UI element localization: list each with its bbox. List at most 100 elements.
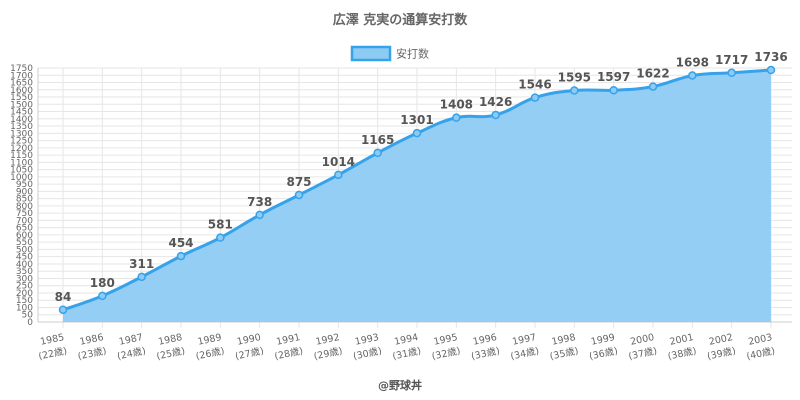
x-tick-year: 2001 — [669, 332, 695, 348]
x-tick: 1989(26歳) — [195, 332, 226, 363]
data-point[interactable] — [491, 110, 500, 120]
data-point[interactable] — [766, 65, 776, 75]
x-tick-age: (36歳) — [588, 345, 619, 363]
x-tick-year: 1995 — [433, 332, 459, 348]
series-hits — [58, 65, 776, 322]
x-tick-age: (31歳) — [391, 345, 422, 363]
data-point[interactable] — [137, 272, 146, 282]
data-point[interactable] — [530, 93, 540, 102]
y-tick-label: 1600 — [10, 86, 33, 96]
data-point[interactable] — [570, 86, 579, 95]
y-tick-label: 350 — [16, 267, 33, 277]
data-point[interactable] — [609, 85, 618, 95]
y-tick-label: 150 — [16, 296, 33, 306]
chart-title: 広澤 克実の通算安打数 — [333, 12, 469, 28]
data-point[interactable] — [648, 82, 658, 91]
x-tick: 1998(35歳) — [549, 332, 580, 363]
y-tick-label: 550 — [16, 238, 33, 248]
x-tick-age: (40歳) — [745, 345, 776, 363]
x-tick: 2001(38歳) — [667, 332, 698, 363]
data-label: 1622 — [636, 67, 669, 81]
x-tick-age: (28歳) — [273, 345, 304, 363]
data-point[interactable] — [58, 305, 68, 315]
data-labels: 84 180 311 454 581 738 875 1014 1165 1301 1408 1426… — [55, 50, 788, 304]
y-tick-label: 950 — [16, 180, 33, 190]
y-tick-label: 450 — [16, 253, 33, 263]
x-tick-age: (37歳) — [627, 345, 658, 363]
x-tick-year: 1998 — [551, 332, 577, 348]
data-point[interactable] — [727, 68, 736, 78]
y-axis: 0501001502002503003504004505005506006507… — [10, 64, 33, 328]
x-tick: 1996(33歳) — [470, 332, 501, 363]
x-tick: 1997(34歳) — [509, 332, 540, 362]
data-label: 84 — [55, 290, 72, 304]
y-tick-label: 1650 — [10, 79, 33, 89]
x-tick-age: (23歳) — [77, 345, 108, 363]
y-tick-label: 1250 — [10, 137, 33, 147]
data-label: 1301 — [400, 113, 433, 127]
data-label: 738 — [247, 195, 272, 209]
data-label: 1426 — [479, 95, 512, 109]
x-tick: 1986(23歳) — [77, 332, 108, 363]
y-tick-label: 1200 — [10, 144, 33, 154]
y-tick-label: 900 — [16, 187, 33, 197]
x-tick: 1995(32歳) — [431, 332, 462, 363]
y-tick-label: 250 — [16, 282, 33, 292]
x-tick-year: 1985 — [39, 332, 65, 348]
x-tick-age: (35歳) — [549, 345, 580, 363]
y-tick-label: 1750 — [10, 64, 33, 74]
y-tick-label: 650 — [16, 224, 33, 234]
x-tick-year: 1996 — [472, 332, 498, 348]
y-tick-label: 400 — [16, 260, 33, 270]
x-tick-year: 2002 — [708, 332, 734, 348]
x-tick-year: 1991 — [275, 332, 301, 348]
data-label: 875 — [286, 175, 311, 189]
data-point[interactable] — [216, 233, 225, 242]
data-label: 581 — [208, 218, 233, 232]
x-tick: 1987(24歳) — [116, 332, 147, 362]
x-tick-age: (32歳) — [431, 345, 462, 363]
data-label: 1597 — [597, 70, 630, 84]
data-point[interactable] — [334, 170, 343, 180]
y-tick-label: 1700 — [10, 71, 33, 81]
y-tick-label: 300 — [16, 274, 33, 284]
data-point[interactable] — [452, 113, 461, 122]
y-tick-label: 1350 — [10, 122, 33, 132]
x-tick-age: (33歳) — [470, 345, 501, 363]
y-tick-label: 1050 — [10, 166, 33, 176]
data-label: 180 — [90, 276, 115, 290]
data-point[interactable] — [294, 190, 304, 200]
x-tick-age: (39歳) — [706, 345, 737, 363]
data-point[interactable] — [98, 291, 107, 301]
data-point[interactable] — [688, 71, 697, 80]
y-tick-label: 1400 — [10, 115, 33, 125]
x-tick: 2002(39歳) — [706, 332, 737, 363]
data-label: 1717 — [715, 53, 748, 67]
data-point[interactable] — [373, 148, 382, 158]
y-tick-label: 700 — [16, 216, 33, 226]
x-tick-year: 2000 — [629, 332, 655, 348]
x-tick-year: 1986 — [79, 332, 105, 348]
x-tick-age: (30歳) — [352, 345, 383, 363]
data-point[interactable] — [412, 128, 422, 138]
data-label: 1165 — [361, 133, 394, 147]
x-tick-year: 1987 — [118, 332, 144, 348]
x-tick: 1985(22歳) — [37, 332, 68, 362]
x-tick: 1988(25歳) — [155, 332, 186, 362]
data-label: 454 — [168, 236, 193, 250]
data-label: 1546 — [518, 78, 551, 92]
y-tick-label: 1450 — [10, 108, 33, 118]
y-tick-label: 500 — [16, 245, 33, 255]
data-point[interactable] — [255, 210, 264, 220]
legend-label[interactable]: 安打数 — [396, 47, 429, 61]
footer-credit: @野球丼 — [378, 378, 422, 392]
x-tick-age: (38歳) — [667, 345, 698, 363]
y-tick-label: 1000 — [10, 173, 33, 183]
data-point[interactable] — [176, 251, 186, 261]
x-tick: 2003(40歳) — [745, 332, 776, 363]
x-tick-year: 1999 — [590, 332, 616, 348]
data-label: 1595 — [558, 70, 591, 84]
y-tick-label: 600 — [16, 231, 33, 241]
x-tick-age: (26歳) — [195, 345, 226, 363]
